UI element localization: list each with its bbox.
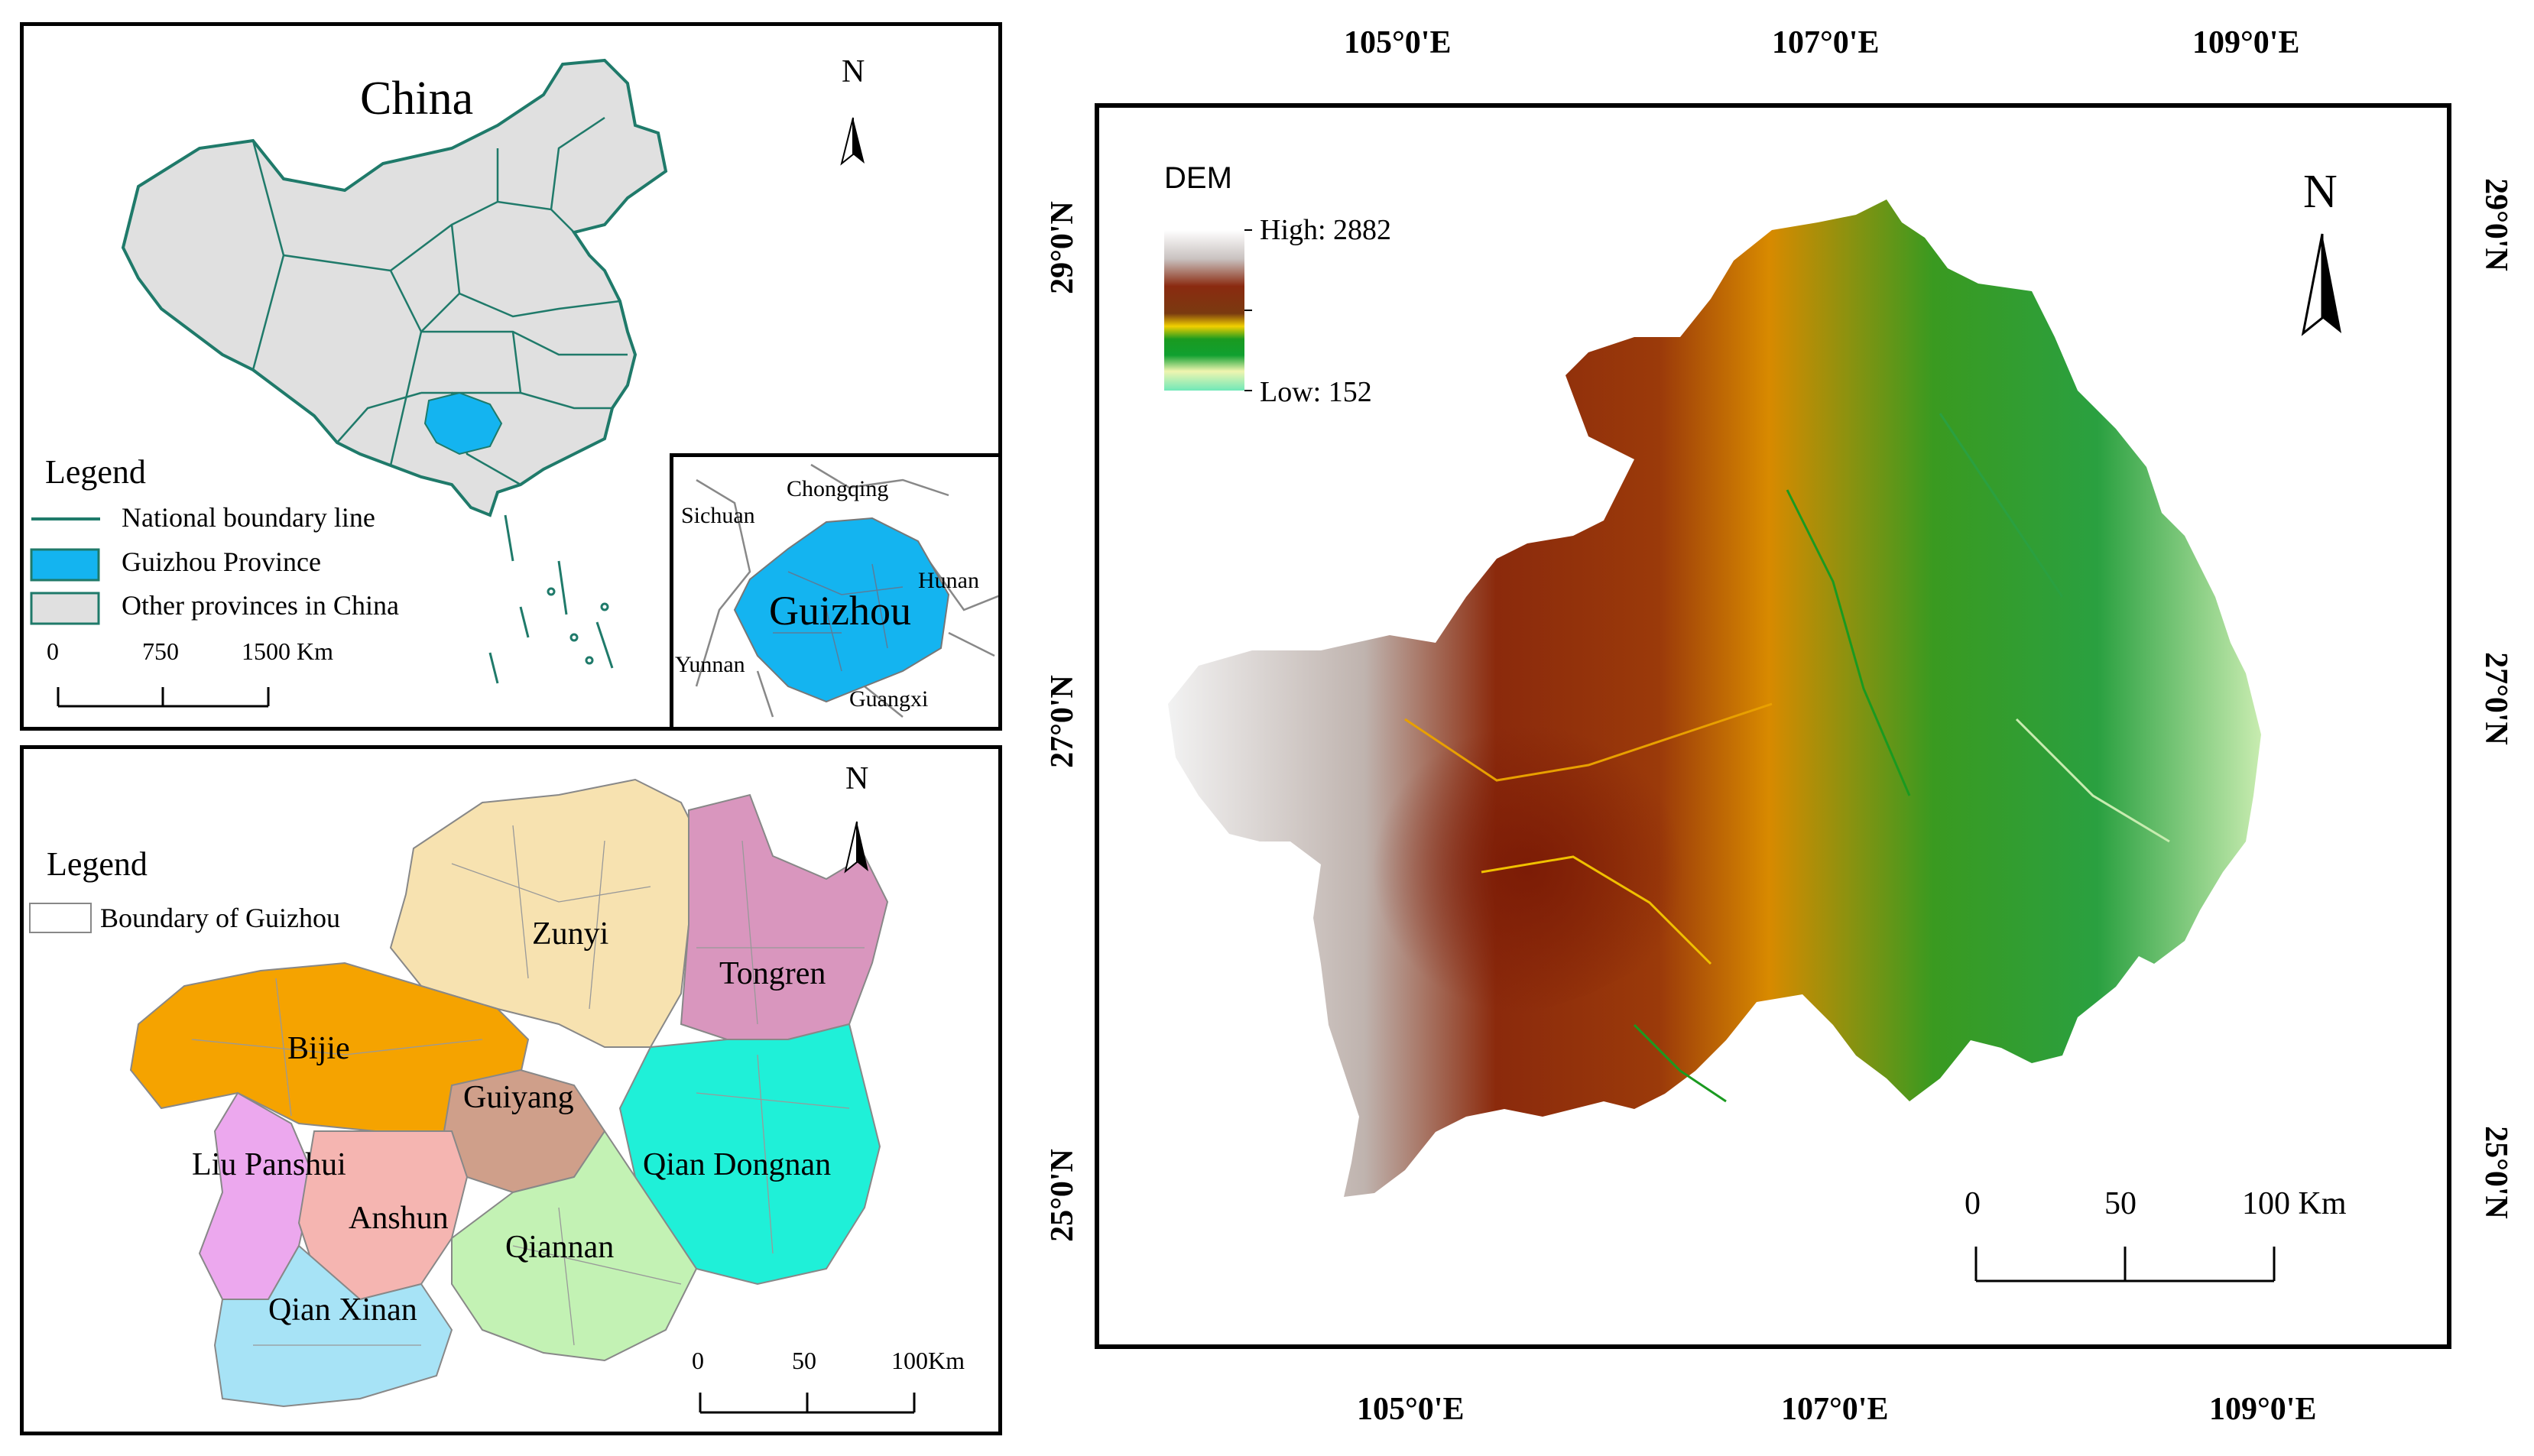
china-scale-1500: 1500 Km [242,637,333,665]
top-tick-105: 105°0'E [1344,25,1452,60]
label-qianxinan: Qian Xinan [268,1292,417,1328]
inset-sichuan: Sichuan [681,503,755,528]
south-sea-islands [488,514,614,684]
right-tick-29: 29°0'N [2478,178,2513,271]
dem-north-label: N [2303,166,2338,218]
label-bijie: Bijie [287,1031,350,1066]
neighbor-boundaries [695,463,998,718]
legend-boundary-swatch [29,903,92,933]
districts-scale-bar [699,1393,916,1414]
left-tick-27: 27°0'N [1045,675,1080,768]
districts-north-arrow-icon [844,821,868,874]
label-anshun: Anshun [349,1201,449,1236]
legend-label-guizhou: Guizhou Province [122,546,321,577]
dem-scale-0: 0 [1965,1186,1981,1221]
neighbor-inset-panel: Guizhou Sichuan Chongqing Hunan Yunnan G… [670,453,1002,731]
bottom-tick-107: 107°0'E [1781,1392,1889,1427]
dem-scale-50: 50 [2104,1186,2137,1221]
district-tongren [680,793,889,1040]
guizhou-highlight [423,391,503,456]
districts-scale-50: 50 [792,1347,816,1374]
china-map [30,58,865,708]
inset-yunnan: Yunnan [675,652,745,677]
inset-guizhou [733,517,950,703]
inset-chongqing: Chongqing [787,476,889,501]
dem-north-arrow-icon [2301,233,2341,336]
dem-highland-core [1329,643,1772,1056]
dem-high-label: High: 2882 [1260,214,1392,246]
districts-panel: N Legend Boundary of Guizhou Zunyi Tongr… [20,745,1002,1435]
bottom-tick-109: 109°0'E [2209,1392,2317,1427]
dem-legend-ramp [1164,230,1244,391]
label-tongren: Tongren [719,956,826,991]
legend-label-other: Other provinces in China [122,590,399,621]
districts-scale-100: 100Km [891,1347,965,1374]
dem-scale-100: 100 Km [2242,1186,2347,1221]
bottom-tick-105: 105°0'E [1357,1392,1465,1427]
districts-map [29,778,916,1414]
label-qiandongnan: Qian Dongnan [643,1147,832,1182]
north-arrow-icon [840,117,865,166]
china-north-label: N [842,54,865,89]
districts-scale-0: 0 [692,1347,704,1374]
china-overview-panel: China N Legend National boundary line Gu… [20,22,1002,731]
legend-guizhou-swatch [30,548,100,582]
left-tick-29: 29°0'N [1045,201,1080,294]
right-tick-25: 25°0'N [2478,1126,2513,1219]
label-liupanshui: Liu Panshui [192,1147,346,1182]
district-polygons [129,778,889,1408]
dem-scale-bar [1974,1247,2276,1283]
right-tick-27: 27°0'N [2478,652,2513,745]
china-title: China [360,73,474,125]
dem-river-valleys [1404,413,2170,1103]
top-tick-109: 109°0'E [2192,25,2300,60]
left-tick-25: 25°0'N [1045,1149,1080,1242]
district-anshun [297,1130,469,1301]
inset-guangxi: Guangxi [849,686,929,712]
district-qianxinan [213,1244,453,1408]
districts-north-label: N [845,761,869,796]
inset-guizhou-label: Guizhou [769,588,911,634]
dem-low-label: Low: 152 [1260,376,1372,408]
label-guiyang: Guiyang [463,1080,574,1115]
legend-other-swatch [30,592,100,625]
china-scale-750: 750 [142,637,179,665]
china-legend-title: Legend [45,453,146,491]
legend-label-boundary: National boundary line [122,502,375,533]
china-scale-0: 0 [47,637,59,665]
dem-legend-title: DEM [1164,161,1232,195]
district-zunyi [389,778,706,1048]
china-outline [121,58,668,517]
dem-panel: DEM High: 2882 Low: 152 N 0 50 100 Km [1095,103,2451,1349]
province-boundaries [251,116,628,486]
inset-hunan: Hunan [918,568,979,593]
district-qiannan [451,1130,698,1362]
label-qiannan: Qiannan [505,1230,615,1265]
districts-legend-title: Legend [47,845,148,883]
inset-map [695,463,998,718]
dem-map [1164,199,2341,1283]
districts-legend-label: Boundary of Guizhou [100,903,340,933]
label-zunyi: Zunyi [532,916,609,952]
top-tick-107: 107°0'E [1772,25,1880,60]
china-scale-bar [57,687,270,708]
county-lines [191,825,865,1346]
